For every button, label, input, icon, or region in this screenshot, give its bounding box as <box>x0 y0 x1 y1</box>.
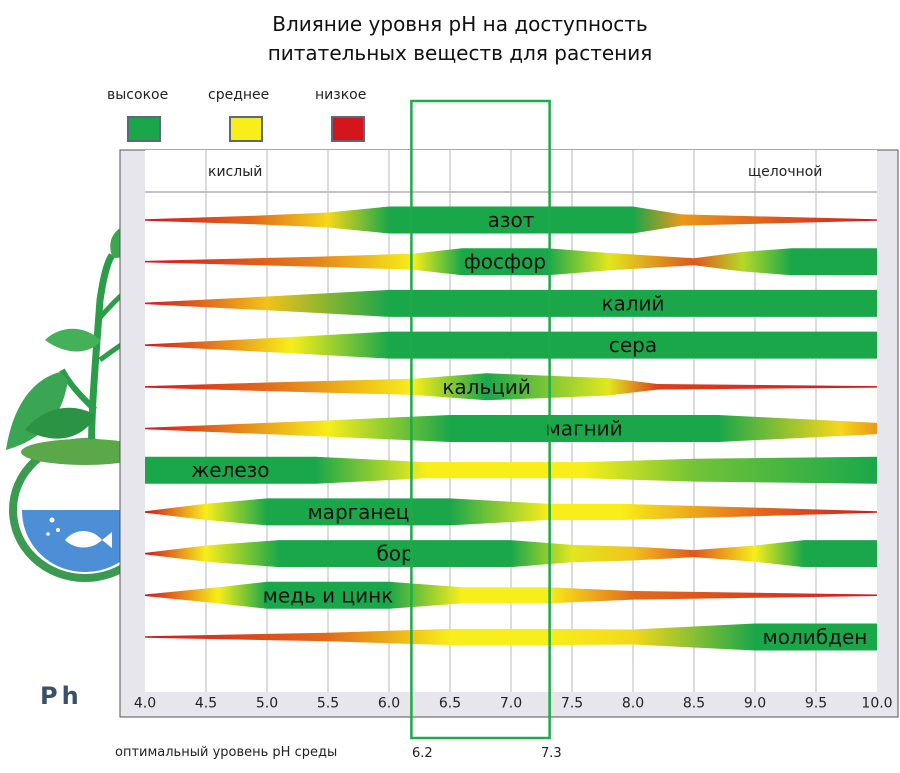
nutrient-band <box>145 540 877 568</box>
nutrient-band <box>145 373 877 401</box>
nutrient-label: сера <box>609 333 657 357</box>
nutrient-bands <box>145 206 877 651</box>
x-tick-label: 8.0 <box>622 696 644 712</box>
nutrient-label: калий <box>601 291 664 315</box>
zone-label-acidic: кислый <box>208 164 262 180</box>
legend-label-high: высокое <box>107 87 169 103</box>
x-tick-label: 6.5 <box>439 696 461 712</box>
x-tick-label: 7.0 <box>500 696 522 712</box>
x-tick-label: 7.5 <box>561 696 583 712</box>
optimal-range-box <box>410 99 551 740</box>
legend-label-low: низкое <box>315 87 367 103</box>
nutrient-band <box>145 498 877 526</box>
legend-label-medium: среднее <box>208 87 270 103</box>
nutrient-label: кальций <box>442 375 531 399</box>
chart-title: Влияние уровня pH на доступность питател… <box>180 10 740 68</box>
x-tick-label: 5.5 <box>317 696 339 712</box>
chart-title-line-2: питательных веществ для растения <box>267 41 653 65</box>
nutrient-band <box>145 206 877 234</box>
x-tick-label: 10.0 <box>861 696 892 712</box>
nutrient-label: медь и цинк <box>263 583 394 607</box>
nutrient-label: фосфор <box>464 250 546 274</box>
nutrient-band <box>145 415 877 442</box>
x-tick-label: 6.0 <box>378 696 400 712</box>
legend-swatch-low <box>331 116 365 142</box>
x-tick-label: 9.0 <box>744 696 766 712</box>
nutrient-labels: азот фосфор калий сера кальций магний железо ма… <box>191 208 867 649</box>
nutrient-band <box>145 331 877 359</box>
x-tick-label: 4.0 <box>134 696 156 712</box>
nutrient-label: магний <box>546 417 623 441</box>
nutrient-label: бор <box>376 542 413 566</box>
optimal-range-low-value: 6.2 <box>412 746 433 761</box>
x-tick-label: 5.0 <box>256 696 278 712</box>
nutrient-band <box>145 248 877 276</box>
legend-swatch-high <box>127 116 161 142</box>
legend-swatch-medium <box>229 116 263 142</box>
x-tick-label: 9.5 <box>805 696 827 712</box>
x-tick-label: 8.5 <box>683 696 705 712</box>
nutrient-label: железо <box>191 458 269 482</box>
nutrient-label: азот <box>488 208 535 232</box>
nutrient-band <box>145 456 877 484</box>
x-tick-label: 4.5 <box>195 696 217 712</box>
nutrient-band <box>145 623 877 651</box>
optimal-range-caption: оптимальный уровень pH среды <box>115 745 338 760</box>
x-tick-labels: 4.0 4.5 5.0 5.5 6.0 6.5 7.0 7.5 8.0 8.5 9.0 9.5 10.0 <box>134 696 893 712</box>
nutrient-label: молибден <box>763 625 868 649</box>
zone-label-alkaline: щелочной <box>748 164 822 180</box>
nutrient-band <box>145 581 877 609</box>
optimal-range-high-value: 7.3 <box>541 746 562 761</box>
ph-label: Ph <box>40 682 83 710</box>
nutrient-band <box>145 289 877 317</box>
chart-title-line-1: Влияние уровня pH на доступность <box>272 12 648 36</box>
nutrient-label: марганец <box>308 500 410 524</box>
